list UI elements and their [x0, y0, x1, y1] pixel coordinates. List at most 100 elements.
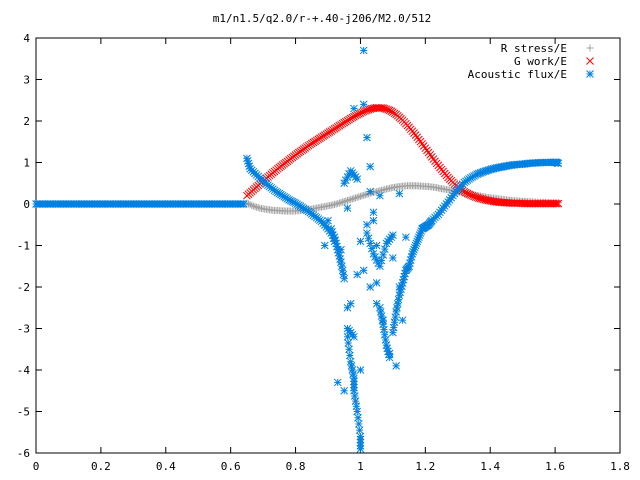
data-point — [364, 234, 373, 243]
x-tick-label: 0.4 — [156, 460, 176, 473]
data-point — [376, 191, 384, 200]
data-point — [483, 196, 491, 205]
data-point — [402, 233, 410, 242]
data-point — [334, 200, 342, 208]
y-tick-label: -1 — [17, 240, 30, 253]
legend-marker — [586, 57, 594, 65]
data-point — [391, 313, 400, 321]
data-point — [554, 159, 563, 168]
data-point — [246, 201, 254, 209]
data-point — [340, 198, 348, 206]
data-point — [358, 192, 366, 200]
data-point — [353, 193, 361, 201]
x-tick-label: 0.8 — [286, 460, 306, 473]
x-tick-label: 1.4 — [480, 460, 500, 473]
series-acoustic-flux-e — [32, 46, 563, 453]
data-point — [371, 253, 379, 261]
data-point — [353, 270, 362, 279]
data-point — [354, 420, 363, 428]
series-layer — [32, 46, 563, 453]
data-point — [366, 187, 375, 196]
data-point — [350, 194, 358, 202]
data-point — [380, 245, 389, 253]
data-point — [254, 204, 262, 212]
x-tick-label: 1 — [357, 460, 364, 473]
legend-label: R stress/E — [501, 42, 567, 55]
data-point — [361, 191, 369, 199]
data-point — [330, 237, 339, 246]
data-point — [369, 216, 378, 225]
data-point — [355, 426, 364, 435]
data-point — [389, 254, 397, 262]
data-point — [337, 245, 345, 254]
data-point — [377, 104, 386, 112]
chart-title: m1/n1.5/q2.0/r-+.40-j206/M2.0/512 — [213, 12, 432, 25]
y-tick-label: -2 — [17, 281, 30, 294]
data-point — [366, 105, 375, 113]
data-point — [554, 199, 563, 208]
data-point — [347, 195, 355, 203]
y-tick-label: 2 — [23, 115, 30, 128]
data-point — [367, 244, 376, 253]
data-point — [398, 316, 407, 325]
data-point — [356, 237, 365, 246]
data-point — [253, 203, 261, 211]
legend-marker — [586, 70, 594, 78]
data-point — [389, 231, 397, 239]
data-point — [340, 386, 349, 395]
data-point — [348, 195, 356, 203]
x-tick-label: 1.8 — [610, 460, 630, 473]
data-point — [353, 175, 362, 183]
data-point — [379, 250, 388, 259]
data-point — [366, 239, 375, 248]
data-point — [343, 303, 352, 312]
x-tick-label: 0 — [33, 460, 40, 473]
y-tick-label: 4 — [23, 32, 30, 45]
data-point — [372, 278, 381, 287]
data-point — [363, 133, 371, 142]
data-point — [363, 220, 371, 229]
data-point — [347, 361, 356, 370]
x-tick-label: 1.6 — [545, 460, 565, 473]
data-point — [333, 378, 342, 387]
data-point — [366, 162, 375, 171]
data-point — [346, 299, 355, 308]
data-point — [345, 345, 353, 354]
axis-ticks: 0 0.2 0.4 0.6 0.8 1 1.2 1.4 1.6 1.8 4 3 2 1 0 -1 -2 -3 -4 -… — [17, 32, 630, 473]
data-point — [340, 274, 349, 283]
x-tick-label: 0.6 — [221, 460, 241, 473]
data-point — [372, 299, 381, 308]
data-point — [484, 196, 493, 205]
data-point — [354, 413, 362, 422]
y-tick-label: -6 — [17, 447, 30, 460]
data-point — [324, 216, 332, 225]
data-point — [344, 339, 353, 347]
data-point — [359, 46, 368, 55]
data-point — [346, 351, 354, 360]
data-point — [393, 303, 401, 312]
data-point — [353, 407, 362, 416]
y-tick-label: 1 — [23, 157, 30, 170]
y-tick-label: 0 — [23, 198, 30, 211]
legend-marker — [586, 44, 594, 52]
data-point — [356, 192, 364, 200]
data-point — [343, 204, 352, 213]
data-point — [345, 196, 353, 204]
data-point — [376, 262, 384, 271]
data-point — [359, 266, 368, 275]
data-point — [363, 229, 371, 237]
data-point — [377, 312, 386, 320]
x-tick-label: 1.2 — [415, 460, 435, 473]
data-point — [346, 357, 355, 366]
data-point — [352, 194, 360, 202]
data-point — [343, 196, 351, 204]
y-tick-label: -4 — [17, 364, 31, 377]
data-point — [350, 104, 358, 113]
data-point — [339, 198, 347, 206]
data-point — [395, 283, 404, 291]
data-point — [335, 199, 343, 207]
legend-label: Acoustic flux/E — [468, 68, 567, 81]
data-point — [392, 361, 400, 370]
